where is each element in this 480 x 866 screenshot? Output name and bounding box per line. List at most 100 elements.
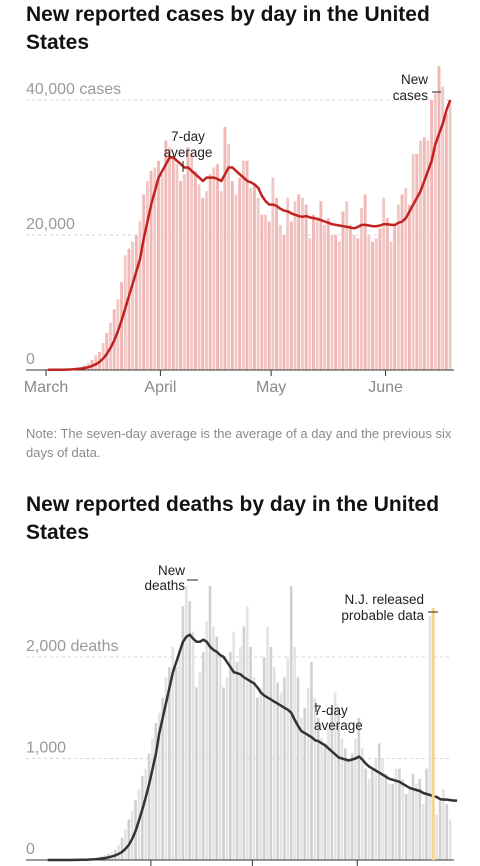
bar bbox=[289, 585, 293, 860]
bar bbox=[371, 768, 374, 860]
bar bbox=[218, 657, 222, 860]
bar bbox=[310, 662, 313, 860]
bar bbox=[267, 221, 271, 370]
bar bbox=[293, 646, 296, 860]
bar bbox=[323, 743, 327, 860]
bar-annotation-line1: New bbox=[158, 563, 185, 578]
bar bbox=[360, 208, 363, 370]
bar bbox=[283, 677, 286, 860]
bar bbox=[94, 355, 98, 370]
bar bbox=[367, 778, 371, 860]
bar bbox=[266, 626, 269, 860]
bar bbox=[286, 197, 290, 370]
bar bbox=[364, 768, 367, 860]
bar bbox=[127, 819, 131, 860]
bar bbox=[296, 677, 300, 860]
bar bbox=[382, 197, 386, 370]
bar bbox=[142, 194, 146, 370]
bar bbox=[415, 154, 419, 370]
bar bbox=[222, 687, 225, 860]
bar bbox=[300, 197, 304, 370]
bar bbox=[363, 194, 367, 370]
bar bbox=[259, 687, 263, 860]
bar bbox=[327, 728, 330, 860]
bar bbox=[312, 214, 315, 370]
x-tick-label: June bbox=[368, 379, 403, 396]
bar bbox=[313, 697, 317, 860]
bar bbox=[411, 154, 415, 370]
bar bbox=[145, 181, 149, 370]
bar bbox=[326, 218, 330, 370]
bar bbox=[445, 804, 449, 860]
bar bbox=[282, 235, 286, 370]
bar bbox=[124, 829, 127, 860]
bar bbox=[232, 631, 235, 860]
bar bbox=[344, 748, 347, 860]
y-tick-label: 0 bbox=[26, 841, 35, 858]
bar bbox=[191, 631, 195, 860]
bar bbox=[241, 160, 245, 370]
bar bbox=[127, 248, 131, 370]
bar bbox=[168, 667, 171, 860]
y-tick-label: 40,000 cases bbox=[26, 81, 121, 98]
bar bbox=[352, 235, 356, 370]
bar bbox=[345, 201, 349, 370]
bar bbox=[400, 194, 404, 370]
bar bbox=[421, 804, 425, 860]
bar bbox=[171, 646, 175, 860]
bar bbox=[117, 844, 120, 860]
bar bbox=[441, 86, 445, 370]
bar bbox=[330, 707, 334, 860]
bar bbox=[337, 707, 340, 860]
cases-chart-title: New reported cases by day in the United … bbox=[26, 3, 430, 54]
bar bbox=[289, 221, 293, 370]
bar bbox=[271, 177, 275, 370]
bar bbox=[174, 667, 178, 860]
bar bbox=[304, 204, 308, 370]
bar bbox=[157, 712, 161, 860]
bar bbox=[388, 783, 391, 860]
bar bbox=[175, 164, 179, 370]
bar bbox=[181, 606, 185, 860]
bar bbox=[105, 332, 109, 370]
bar bbox=[201, 197, 205, 370]
bar bbox=[404, 187, 408, 370]
seven-day-average-line bbox=[47, 99, 452, 372]
bar bbox=[320, 738, 323, 860]
bar bbox=[245, 606, 249, 860]
bar bbox=[438, 799, 442, 860]
bar bbox=[212, 167, 216, 370]
bar bbox=[188, 601, 191, 860]
bar bbox=[419, 140, 422, 370]
bar bbox=[278, 224, 282, 370]
bar bbox=[272, 667, 276, 860]
bar bbox=[168, 147, 171, 370]
bar bbox=[394, 768, 398, 860]
bar bbox=[216, 164, 219, 370]
bar bbox=[378, 228, 382, 370]
bar bbox=[249, 187, 253, 370]
bar bbox=[377, 743, 381, 860]
bar bbox=[300, 717, 303, 860]
bar bbox=[340, 738, 344, 860]
bar bbox=[252, 184, 256, 370]
bar bbox=[212, 626, 215, 860]
bar bbox=[404, 794, 408, 860]
bar bbox=[262, 657, 266, 860]
bar bbox=[415, 783, 418, 860]
bar bbox=[303, 707, 307, 860]
avg-annotation-line1: 7-day bbox=[171, 129, 205, 144]
bar bbox=[435, 814, 438, 860]
bar-annotation-line2: deaths bbox=[144, 578, 185, 593]
bar bbox=[286, 657, 290, 860]
y-tick-label: 1,000 bbox=[26, 740, 66, 757]
bar bbox=[334, 235, 338, 370]
bar bbox=[185, 585, 188, 860]
bar bbox=[297, 194, 301, 370]
bar bbox=[164, 677, 168, 860]
bar bbox=[341, 211, 345, 370]
bar bbox=[396, 204, 400, 370]
bar bbox=[195, 687, 198, 860]
bar bbox=[264, 214, 267, 370]
bar-annotation-line1: New bbox=[401, 72, 428, 87]
